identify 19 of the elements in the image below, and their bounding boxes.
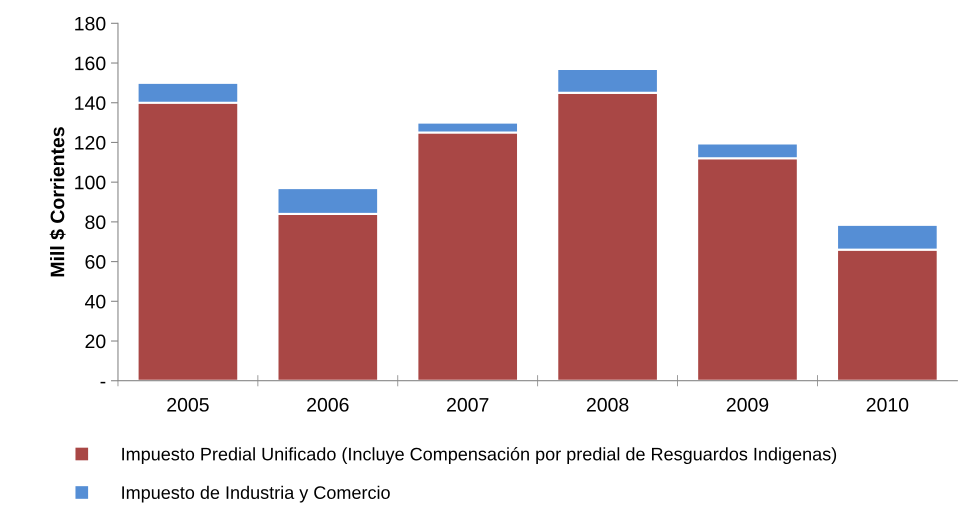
y-tick-label: 80 (85, 215, 106, 230)
y-tick-label: - (100, 382, 106, 384)
x-tick-label: 2005 (167, 398, 209, 412)
x-tick-label: 2006 (307, 398, 349, 412)
x-tick-label: 2007 (447, 398, 488, 412)
y-tick-label: 120 (75, 136, 106, 150)
x-tick-label: 2009 (726, 398, 768, 412)
y-tick-label: 20 (86, 334, 106, 348)
y-tick-label: 180 (75, 16, 106, 31)
y-axis-title: Mill $ Corrientes (50, 127, 66, 276)
y-tick-label: 160 (75, 56, 106, 70)
x-tick-label: 2008 (586, 398, 628, 412)
x-tick-label: 2010 (866, 398, 908, 412)
y-tick-label: 140 (75, 96, 106, 110)
y-tick-label: 40 (84, 294, 106, 309)
legend-label: Impuesto Predial Unificado (Incluye Compensación por predial de Resguardos Indigenas) (122, 447, 836, 464)
y-tick-label: 60 (86, 255, 106, 269)
y-tick-label: 100 (75, 176, 106, 190)
legend-label: Impuesto de Industria y Comercio (122, 486, 390, 503)
